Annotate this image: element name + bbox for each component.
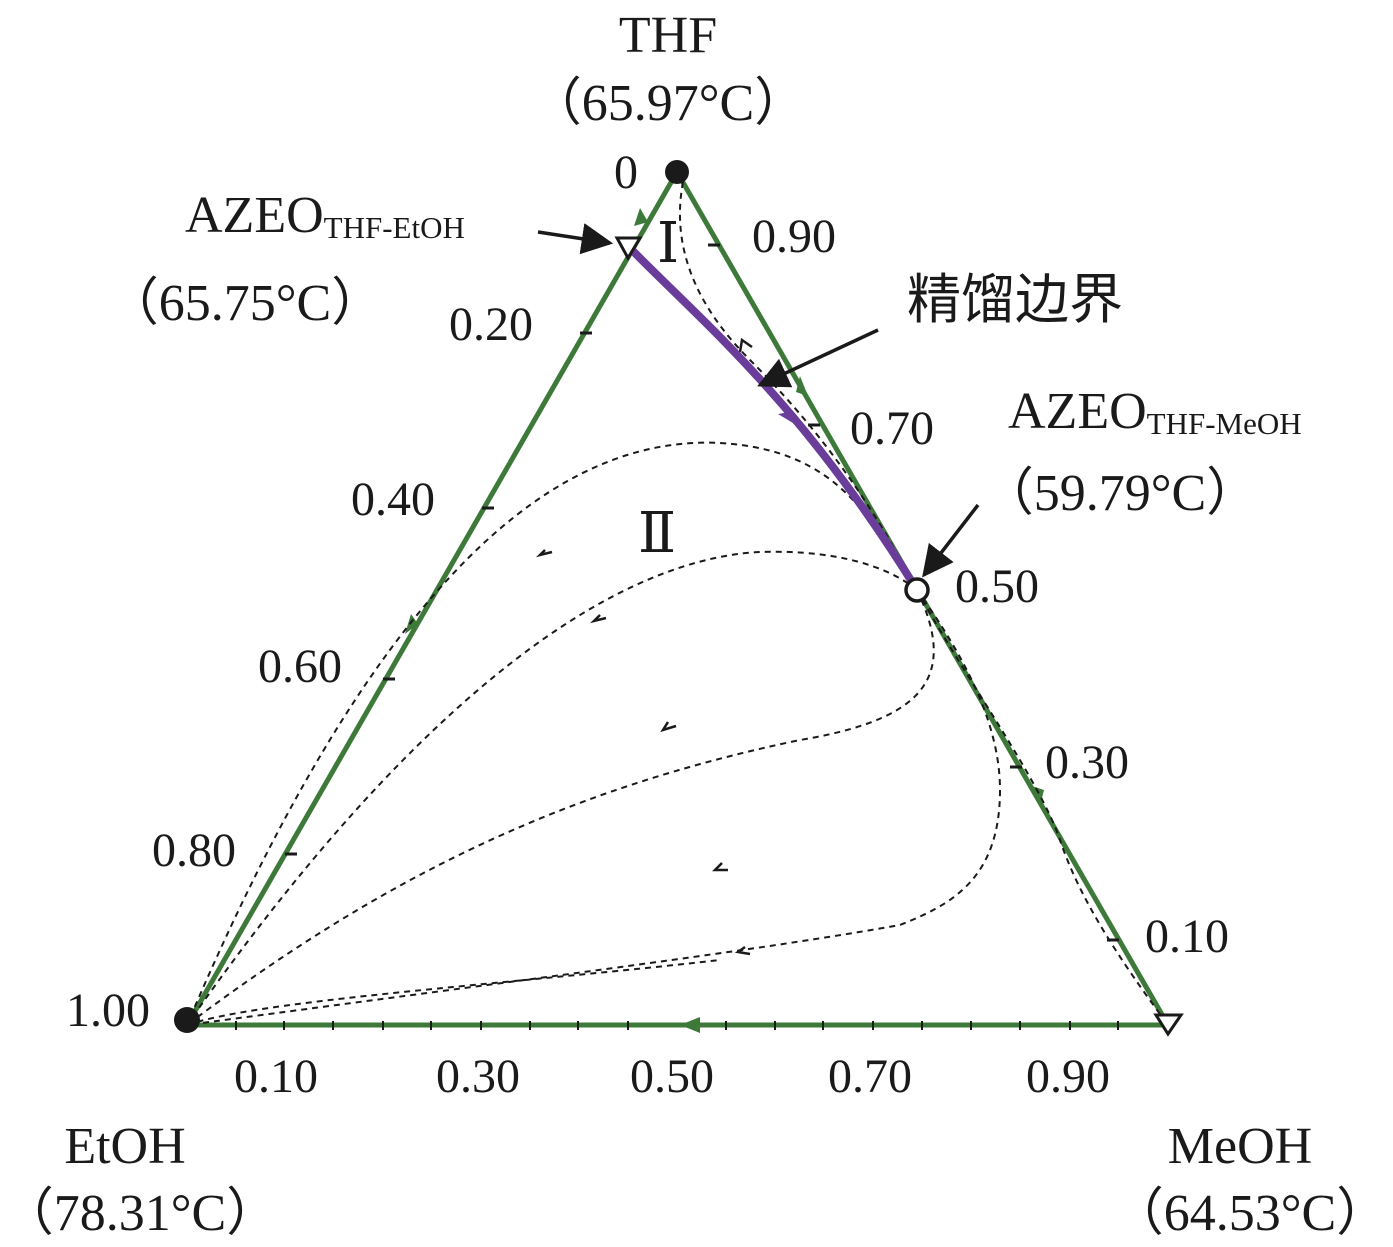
residue-curve-2 [186,550,918,1026]
left-tick-5: 1.00 [66,984,150,1037]
azeo-thf-etoh-marker [614,236,643,262]
right-tick-0: 0.90 [752,210,836,263]
residue-curve-5 [916,589,1169,1026]
etoh-label: EtOH [64,1118,185,1175]
edge-arrow-right-upper [796,376,808,396]
thf-label: THF [619,7,717,64]
edge-arrow-bottom [680,1017,700,1033]
residue-curve-region-one [678,181,918,591]
bottom-tick-4: 0.90 [1026,1050,1110,1103]
bottom-tick-2: 0.50 [630,1050,714,1103]
meoh-temp: （64.53°C） [1112,1185,1388,1242]
distillation-boundary [626,244,921,594]
meoh-label: MeOH [1168,1118,1312,1175]
region-two-label: Ⅱ [638,503,676,565]
residue-curve-3 [186,589,935,1026]
right-tick-3: 0.30 [1045,736,1129,789]
residue-curve-1 [186,441,918,1026]
right-tick-4: 0.10 [1145,910,1229,963]
residue-arrow-d [660,721,677,733]
residue-arrow-f [734,945,751,956]
residue-arrow-b [535,549,553,558]
residue-arrow-a [738,337,753,353]
left-tick-2: 0.40 [351,473,435,526]
pointer-azeo-thf-etoh [537,223,614,255]
etoh-vertex-marker [174,1007,200,1033]
edge-arrow-right-lower [1032,786,1044,806]
thf-temp: （65.97°C） [530,75,806,132]
residue-curves [186,181,1169,1026]
left-tick-4: 0.80 [152,824,236,877]
edge-arrow-left-upper [634,208,648,226]
residue-arrow-e [711,862,728,872]
residue-curve-4 [186,589,1002,1026]
boundary-label: 精馏边界 [907,268,1123,331]
right-tick-2: 0.50 [955,560,1039,613]
bottom-tick-0: 0.10 [234,1050,318,1103]
residue-arrow-c [589,614,607,624]
right-tick-1: 0.70 [850,402,934,455]
meoh-vertex-marker [1153,1013,1184,1037]
azeo-thf-meoh-label: AZEOTHF-MeOH [1008,383,1302,441]
edge-arrow-left-lower [405,614,418,634]
boundary-arrow [778,412,798,426]
residue-arrows [535,337,753,956]
thf-vertex-marker [665,160,689,184]
left-tick-0: 0 [614,146,638,199]
region-one-label: Ⅰ [657,213,679,275]
bottom-tick-3: 0.70 [828,1050,912,1103]
bottom-edge-ticks [235,1021,1119,1030]
left-tick-3: 0.60 [258,640,342,693]
bottom-tick-1: 0.30 [436,1050,520,1103]
azeo-thf-etoh-temp: （65.75°C） [107,275,383,332]
etoh-temp: （78.31°C） [2,1185,278,1242]
left-tick-1: 0.20 [449,298,533,351]
residue-curve-6 [186,959,721,1026]
azeo-thf-meoh-marker [904,577,930,603]
azeo-thf-etoh-label: AZEOTHF-EtOH [185,187,465,245]
pointer-azeo-thf-meoh [922,503,980,578]
pointer-boundary [757,328,879,388]
azeo-thf-meoh-temp: （59.79°C） [982,465,1258,522]
